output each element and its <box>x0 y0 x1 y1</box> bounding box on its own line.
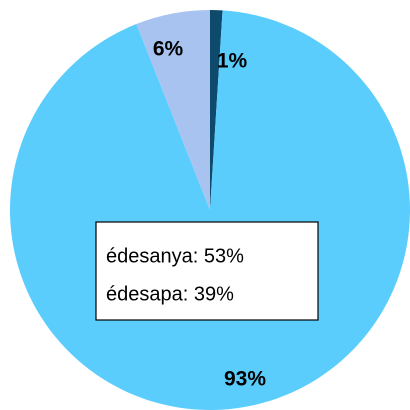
pie <box>10 10 410 410</box>
data-label: 93% <box>224 368 266 391</box>
annotation-box <box>95 221 319 321</box>
pie-slice <box>136 10 210 210</box>
annotation: édesapa: 39% <box>106 283 234 305</box>
data-label: 1% <box>217 50 248 73</box>
annotation: édesanya: 53% <box>106 245 244 267</box>
data-label: 6% <box>153 38 184 61</box>
pie-slice <box>210 10 223 210</box>
